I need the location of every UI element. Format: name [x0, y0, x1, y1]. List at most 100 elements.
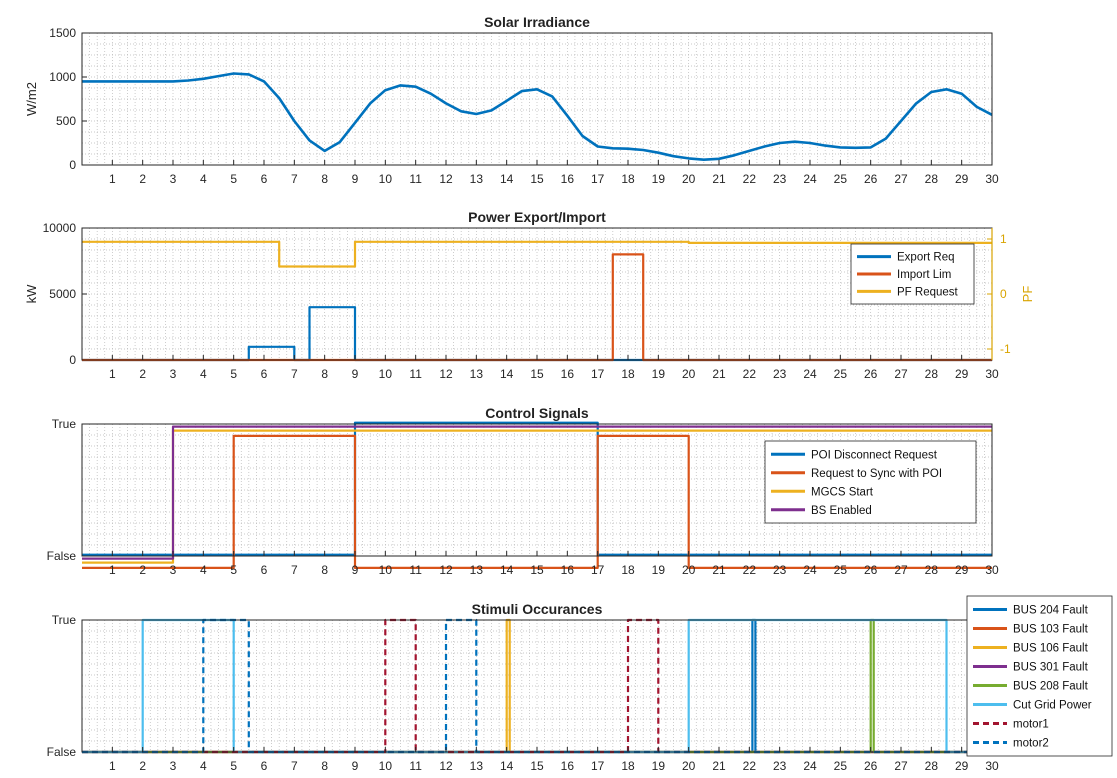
x-tick-label: 27 [894, 563, 908, 577]
series-line-1 [82, 72, 993, 161]
x-tick-label: 30 [985, 563, 999, 577]
x-tick-label: 19 [652, 563, 666, 577]
y-tick-label: 0 [69, 158, 76, 172]
x-tick-label: 18 [621, 563, 635, 577]
legend-entry: BUS 204 Fault [1013, 605, 1089, 617]
series-line-pf-request [82, 240, 992, 268]
legend-entry: BUS 301 Fault [1013, 662, 1089, 674]
x-tick-label: 23 [773, 759, 787, 773]
x-tick-label: 22 [743, 367, 757, 381]
x-tick-label: 22 [743, 563, 757, 577]
x-tick-label: 22 [743, 759, 757, 773]
x-tick-label: 6 [261, 172, 268, 186]
subplot-2: 1 2 3 4 5 6 7 8 9 10 11 12 13 14 15 16 17 18 19 20 21 22 23 24 2… [24, 209, 1035, 381]
x-tick-label: 15 [530, 172, 544, 186]
x-tick-label: 3 [170, 172, 177, 186]
x-tick-label: 22 [743, 172, 757, 186]
x-tick-label: 27 [894, 759, 908, 773]
x-tick-label: 11 [409, 172, 422, 186]
x-tick-label: 30 [985, 172, 999, 186]
x-tick-label: 20 [682, 367, 696, 381]
x-tick-label: 24 [803, 759, 817, 773]
x-tick-label: 8 [321, 367, 328, 381]
x-tick-label: 26 [864, 172, 878, 186]
series-line-poi-disconnect-request [82, 421, 992, 556]
subplot-title: Power Export/Import [468, 209, 606, 225]
x-tick-label: 21 [712, 563, 726, 577]
x-tick-label: 12 [439, 367, 453, 381]
x-tick-label: 5 [230, 367, 237, 381]
x-tick-label: 16 [561, 172, 575, 186]
x-tick-label: 7 [291, 759, 298, 773]
x-tick-label: 14 [500, 367, 514, 381]
x-tick-label: 4 [200, 367, 207, 381]
x-tick-label: 8 [321, 172, 328, 186]
x-tick-label: 10 [379, 367, 393, 381]
y-tick-label: 0 [69, 353, 76, 367]
x-tick-label: 10 [379, 563, 393, 577]
legend-entry: Request to Sync with POI [811, 468, 942, 480]
x-tick-label: 25 [834, 563, 848, 577]
x-tick-label: 20 [682, 563, 696, 577]
x-tick-label: 9 [352, 367, 359, 381]
y2-tick-label: 1 [1000, 232, 1007, 246]
x-tick-label: 21 [712, 367, 726, 381]
subplot-title: Control Signals [485, 405, 589, 421]
subplot-title: Stimuli Occurances [472, 601, 603, 617]
y-tick-label: 500 [56, 114, 76, 128]
x-tick-label: 24 [803, 367, 817, 381]
x-tick-label: 20 [682, 172, 696, 186]
y2-axis-label: PF [1020, 286, 1035, 303]
x-tick-label: 9 [352, 759, 359, 773]
x-tick-label: 18 [621, 172, 635, 186]
y2-tick-label: 0 [1000, 287, 1007, 301]
y-tick-label: False [47, 745, 77, 759]
x-tick-label: 7 [291, 563, 298, 577]
legend-entry: PF Request [897, 286, 959, 298]
x-tick-label: 7 [291, 367, 298, 381]
x-tick-label: 2 [139, 759, 146, 773]
y-axis-label: kW [24, 284, 39, 304]
x-tick-label: 26 [864, 759, 878, 773]
x-tick-label: 19 [652, 172, 666, 186]
subplot-3: 1 2 3 4 5 6 7 8 9 10 11 12 13 14 15 16 17 18 19 20 21 22 23 24 2… [47, 405, 999, 577]
subplot-title: Solar Irradiance [484, 14, 590, 30]
x-tick-label: 15 [530, 759, 544, 773]
subplot-1: 1 2 3 4 5 6 7 8 9 10 11 12 13 14 15 16 17 18 19 20 21 22 23 24 2… [24, 14, 999, 186]
x-tick-label: 18 [621, 759, 635, 773]
x-tick-label: 14 [500, 172, 514, 186]
x-tick-label: 25 [834, 172, 848, 186]
subplot-4: 1 2 3 4 5 6 7 8 9 10 11 12 13 14 15 16 17 18 19 20 21 22 23 24 2… [47, 595, 1113, 773]
x-tick-label: 23 [773, 563, 787, 577]
x-tick-label: 30 [985, 759, 999, 773]
x-tick-label: 16 [561, 367, 575, 381]
x-tick-label: 12 [439, 759, 453, 773]
x-tick-label: 18 [621, 367, 635, 381]
x-tick-label: 8 [321, 759, 328, 773]
x-tick-label: 27 [894, 172, 908, 186]
legend-entry: Import Lim [897, 269, 951, 281]
x-tick-label: 15 [530, 367, 544, 381]
x-tick-label: 29 [955, 172, 969, 186]
x-tick-label: 12 [439, 172, 453, 186]
x-tick-label: 17 [591, 759, 605, 773]
x-tick-label: 3 [170, 367, 177, 381]
x-tick-label: 17 [591, 563, 605, 577]
x-tick-label: 26 [864, 563, 878, 577]
x-tick-label: 5 [230, 563, 237, 577]
legend-entry: MGCS Start [811, 486, 874, 498]
legend-entry: motor2 [1013, 738, 1049, 750]
y-tick-label: True [52, 613, 77, 627]
x-tick-label: 13 [470, 563, 484, 577]
legend-entry: Export Req [897, 252, 955, 264]
x-tick-label: 11 [409, 759, 422, 773]
x-tick-label: 4 [200, 563, 207, 577]
y-tick-label: 10000 [43, 221, 77, 235]
x-tick-label: 2 [139, 563, 146, 577]
y2-tick-label: -1 [1000, 342, 1011, 356]
legend-entry: Cut Grid Power [1013, 700, 1092, 712]
x-tick-label: 15 [530, 563, 544, 577]
x-tick-label: 21 [712, 172, 726, 186]
legend-entry: BS Enabled [811, 505, 872, 517]
